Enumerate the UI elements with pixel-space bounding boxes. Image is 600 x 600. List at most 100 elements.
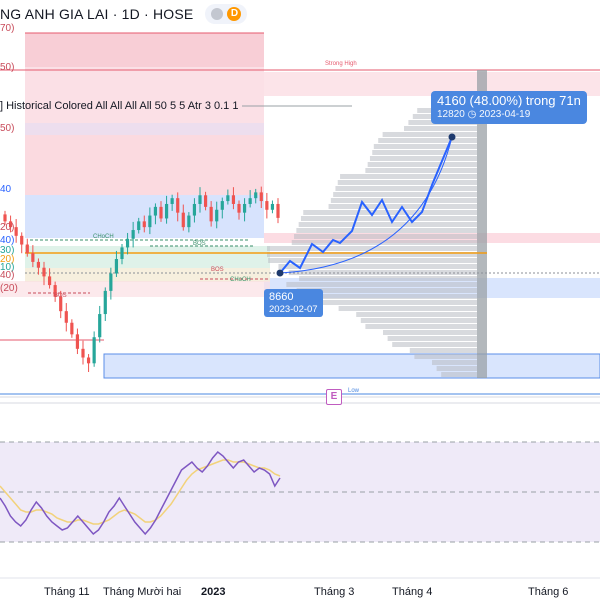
indicator-legend[interactable]: ] Historical Colored All All All All 50 … — [0, 98, 353, 114]
candle-body — [14, 227, 18, 236]
candle-body — [220, 201, 224, 210]
candle-body — [248, 198, 252, 204]
symbol-header[interactable]: NG ANH GIA LAI · 1D · HOSE D — [0, 3, 248, 25]
volume-profile-bar — [294, 234, 477, 239]
weak-low-label: Low — [348, 388, 360, 394]
projection-target-row: 12820 ◷ 2023-04-19 — [437, 109, 581, 121]
candle-body — [75, 334, 80, 349]
projection-change: 4160 (48.00%) trong 71n — [437, 93, 581, 108]
candle-body — [164, 203, 169, 219]
candle-body — [148, 215, 152, 228]
candle-body — [209, 206, 213, 222]
candle-body — [109, 273, 113, 291]
volume-profile-bar — [299, 276, 477, 281]
volume-profile-bar — [330, 198, 477, 203]
strong-high-label: Strong High — [325, 61, 357, 67]
candle-body — [270, 203, 275, 210]
candle-body — [237, 203, 241, 213]
volume-profile-bar — [340, 174, 477, 179]
axis-fragment-20c: (20) — [0, 283, 18, 294]
projection-start-point — [276, 269, 284, 277]
volume-profile-bar — [298, 222, 477, 227]
axis-fragment-50b: 50) — [0, 123, 14, 134]
candle-body — [92, 337, 96, 364]
volume-profile-bar — [296, 228, 477, 233]
volume-profile-bar — [337, 180, 477, 185]
volume-profile-bar — [267, 252, 477, 257]
axis-fragment-50a: 50) — [0, 62, 14, 73]
candle-body — [3, 214, 7, 222]
projection-start-label[interactable]: 8660 2023-02-07 — [264, 289, 323, 317]
volume-profile-bar — [286, 282, 477, 287]
lower-pink-zone — [0, 281, 270, 297]
candle-body — [181, 212, 185, 228]
volume-profile-bar — [291, 240, 477, 245]
rsi-line — [0, 450, 281, 536]
candle-body — [170, 198, 174, 204]
candles — [3, 186, 280, 372]
supply-zone-lower — [25, 135, 264, 195]
candle-body — [176, 198, 180, 213]
volume-profile-bar — [365, 168, 477, 173]
projection-target-label[interactable]: 4160 (48.00%) trong 71n 12820 ◷ 2023-04-… — [431, 91, 587, 124]
volume-profile-bar — [365, 324, 477, 329]
candle-body — [98, 314, 102, 338]
earnings-marker[interactable]: E — [326, 389, 342, 405]
volume-profile-bar — [300, 216, 477, 221]
volume-profile-bar — [356, 312, 477, 317]
volume-profile-poc-column — [477, 70, 487, 378]
candle-body — [64, 311, 68, 323]
volume-profile-bar — [378, 138, 477, 143]
volume-profile-bar — [317, 300, 477, 305]
status-dot-icon — [211, 8, 224, 20]
demand-zone-bottom-border — [103, 353, 600, 379]
volume-profile-bar — [369, 156, 477, 161]
candle-body — [86, 357, 91, 364]
axis-fragment-20a: 20) — [0, 222, 14, 233]
candle-body — [137, 221, 141, 231]
candle-body — [131, 230, 135, 239]
candle-body — [53, 285, 57, 297]
volume-profile — [267, 96, 477, 377]
indicator-dash-line — [242, 105, 353, 107]
projection-target-price: 12820 — [437, 109, 465, 120]
volume-profile-bar — [383, 330, 477, 335]
volume-profile-bar — [436, 366, 477, 371]
candle-body — [8, 221, 13, 228]
delayed-badge: D — [227, 7, 242, 21]
bos-label-1: BOS — [193, 241, 206, 247]
candle-body — [242, 203, 247, 213]
candle-body — [276, 203, 280, 218]
candle-body — [114, 259, 119, 274]
volume-profile-bar — [306, 294, 477, 299]
projection-target-date: 2023-04-19 — [479, 109, 531, 120]
status-pill[interactable]: D — [205, 4, 248, 24]
time-label-0: Tháng 11 — [44, 586, 90, 598]
candle-body — [125, 238, 130, 248]
candle-body — [265, 201, 269, 210]
supply-zone-mid — [25, 67, 264, 123]
candle-body — [120, 247, 124, 260]
volume-profile-bar — [392, 342, 477, 347]
supply-zone-top — [25, 33, 264, 67]
volume-profile-bar — [387, 336, 477, 341]
candle-body — [59, 296, 63, 312]
volume-profile-bar — [338, 306, 477, 311]
volume-profile-bar — [432, 360, 477, 365]
bos-label-3: BOS — [211, 267, 224, 273]
axis-fragment-30: 30) — [0, 245, 14, 256]
symbol-title[interactable]: NG ANH GIA LAI · 1D · HOSE — [0, 6, 194, 22]
candle-body — [36, 261, 41, 268]
candle-body — [31, 253, 35, 262]
volume-profile-bar — [373, 144, 477, 149]
candle-body — [215, 209, 219, 222]
candle-body — [254, 192, 258, 199]
time-label-2: 2023 — [201, 586, 225, 598]
indicator-params[interactable]: ] Historical Colored All All All All 50 … — [0, 100, 239, 112]
candle-body — [159, 206, 163, 219]
axis-fragment-40b: 40) — [0, 235, 14, 246]
candle-body — [142, 221, 146, 228]
volume-profile-bar — [296, 288, 477, 293]
projection-start-date: 2023-02-07 — [269, 304, 318, 315]
